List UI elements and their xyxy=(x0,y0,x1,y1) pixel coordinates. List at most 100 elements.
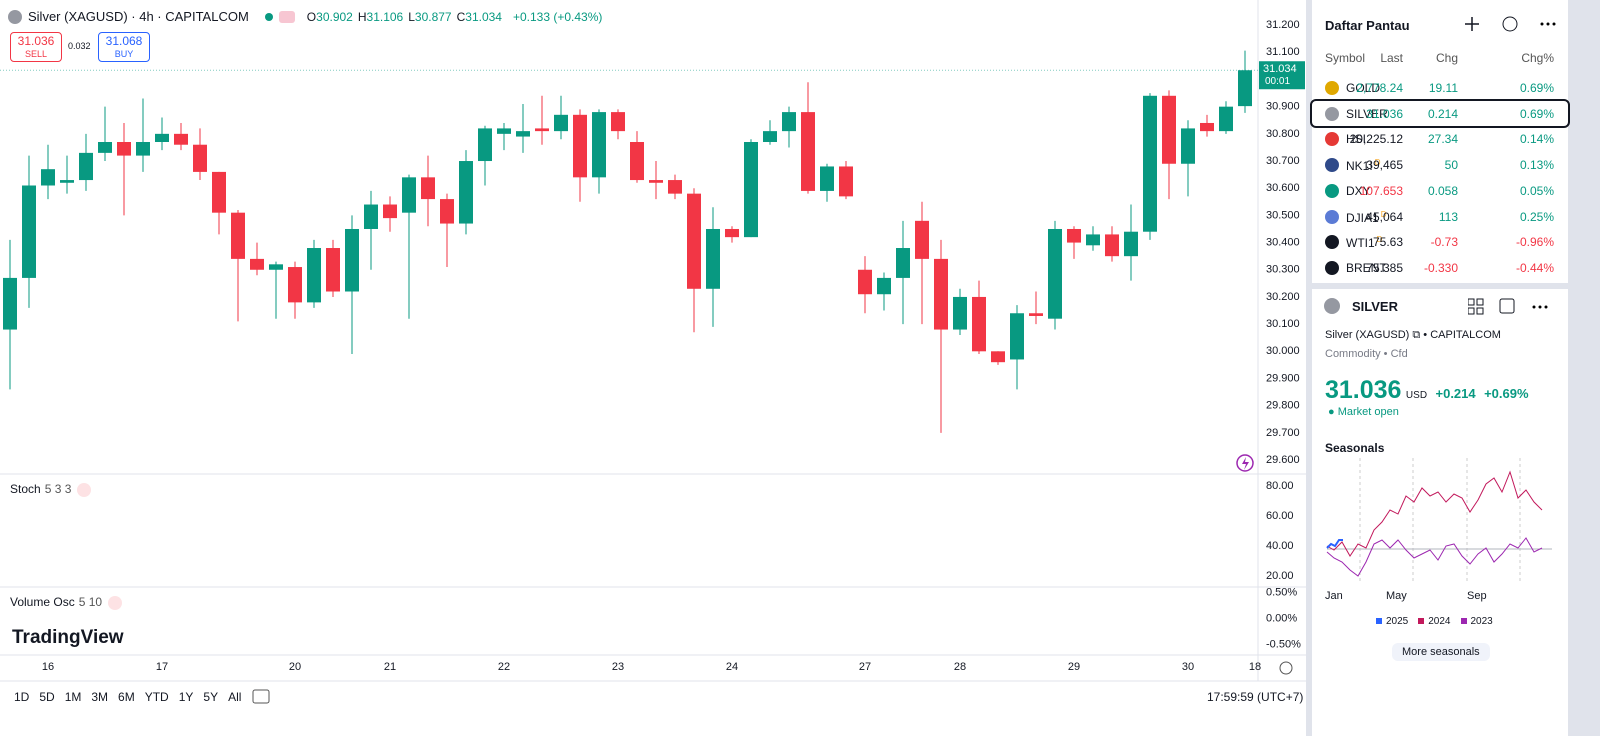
row-chg: 27.34 xyxy=(1427,132,1458,147)
range-button[interactable]: 1D xyxy=(14,690,30,704)
row-symbol-text: DJIA1 xyxy=(1346,210,1379,225)
alert-icon-bolt xyxy=(1242,457,1249,470)
row-symbol: NK1! D xyxy=(1346,158,1380,173)
more-icon xyxy=(1552,22,1556,26)
row-symbol: DXY xyxy=(1346,184,1371,198)
calendar-icon[interactable] xyxy=(252,689,270,704)
watchlist-row[interactable]: SILVER 31.036 0.214 0.69% xyxy=(1310,98,1570,128)
alert-icon[interactable] xyxy=(1236,454,1254,472)
range-button[interactable]: 5Y xyxy=(203,690,219,704)
season-legend-item: 2025 xyxy=(1376,616,1408,627)
chart-area: TradingView 31.20031.10031.00030.90030.8… xyxy=(0,0,1306,736)
edit-icon[interactable] xyxy=(1499,298,1515,314)
season-legend-swatch xyxy=(1376,618,1382,624)
pane-tick-label: -0.50% xyxy=(1266,639,1301,651)
detail-price: 31.036 xyxy=(1325,376,1402,404)
settings-icon[interactable] xyxy=(1279,661,1293,675)
x-tick-label: 27 xyxy=(859,661,871,673)
row-symbol: BRENT xyxy=(1346,261,1387,275)
watchlist-row[interactable]: WTI1 D 75.63 -0.73 -0.96% xyxy=(1312,229,1568,254)
candle-body xyxy=(934,258,948,330)
watchlist-row[interactable]: HSI 20,225.12 27.34 0.14% xyxy=(1312,126,1568,151)
price-tag-value: 31.034 xyxy=(1263,63,1297,75)
candle-body xyxy=(915,220,929,259)
range-button[interactable]: 3M xyxy=(91,690,109,704)
range-button[interactable]: 6M xyxy=(118,690,135,704)
y-tick-label: 30.500 xyxy=(1266,209,1300,221)
candle-body xyxy=(516,131,530,137)
change: +0.133 (+0.43%) xyxy=(512,9,603,24)
row-symbol: HSI xyxy=(1346,132,1366,146)
ohlc-key: L xyxy=(408,9,415,24)
symbol-title: Silver (XAGUSD) · 4h · CAPITALCOM xyxy=(28,9,249,24)
row-last: 75.63 xyxy=(1372,235,1403,250)
row-flag: D xyxy=(1376,235,1383,245)
range-button[interactable]: 1M xyxy=(64,690,82,704)
range-button[interactable]: 5D xyxy=(39,690,55,704)
candle-body xyxy=(801,112,815,191)
candle-body xyxy=(1086,234,1100,246)
candle-body xyxy=(1124,231,1138,257)
row-symbol-text: GOLD xyxy=(1346,81,1381,95)
more-icon xyxy=(1538,305,1542,309)
add-icon[interactable] xyxy=(1465,17,1479,31)
more-seasonals[interactable]: More seasonals xyxy=(1392,643,1490,661)
candle-body xyxy=(478,128,492,162)
range-button[interactable]: 1Y xyxy=(178,690,194,704)
delay-badge xyxy=(278,10,295,23)
season-line-2023 xyxy=(1326,537,1543,577)
row-symbol-text: DXY xyxy=(1346,183,1371,198)
more-icon[interactable] xyxy=(1540,22,1544,26)
watchlist-title[interactable]: Daftar Pantau xyxy=(1325,18,1410,33)
market-status: ● Market open xyxy=(1328,406,1399,418)
detail-name: Silver (XAGUSD) xyxy=(1325,329,1410,341)
candle-body xyxy=(79,152,93,181)
row-flag: D xyxy=(1380,209,1387,219)
watchlist-row[interactable]: DJIA1 D 45,064 113 0.25% xyxy=(1312,204,1568,229)
candle-body xyxy=(136,142,150,156)
row-last: 75.385 xyxy=(1366,260,1403,275)
candle-body xyxy=(725,228,739,238)
detail-icons xyxy=(1468,298,1548,315)
pane-tick-label: 0.50% xyxy=(1266,586,1297,598)
pane-name: Stoch xyxy=(10,482,41,496)
watchlist-row[interactable]: GOLD 2,778.24 19.11 0.69% xyxy=(1312,75,1568,100)
season-month: May xyxy=(1386,590,1407,602)
sell-label: SELL xyxy=(24,49,48,59)
candle-body xyxy=(383,204,397,219)
y-tick-label: 31.100 xyxy=(1266,46,1300,58)
buy-button[interactable]: 31.068 BUY xyxy=(98,32,150,62)
candle-body xyxy=(668,180,682,194)
watchlist-row[interactable]: BRENT 75.385 -0.330 -0.44% xyxy=(1312,255,1568,280)
watchlist-row[interactable]: DXY 107.653 0.058 0.05% xyxy=(1312,178,1568,203)
detail-category: Commodity xyxy=(1325,348,1381,360)
season-month: Jan xyxy=(1325,590,1343,602)
row-last: 39,465 xyxy=(1366,158,1403,173)
candle-body xyxy=(1219,106,1233,132)
candle-body xyxy=(155,133,169,143)
x-tick-label: 18 xyxy=(1249,661,1261,673)
watchlist-row[interactable]: NK1! D 39,465 50 0.13% xyxy=(1312,152,1568,177)
season-legend-item: 2024 xyxy=(1418,616,1451,627)
range-button[interactable]: All xyxy=(228,690,242,704)
detail-category-line: Commodity • Cfd xyxy=(1325,348,1408,360)
row-chg: 0.058 xyxy=(1427,183,1458,198)
column-header: Chg% xyxy=(1521,51,1554,65)
pane-warning[interactable] xyxy=(108,595,123,610)
grid-icon[interactable] xyxy=(1468,298,1475,306)
candle-body xyxy=(288,267,302,303)
ohlc-value: 30.877 xyxy=(414,9,452,24)
range-button[interactable]: YTD xyxy=(144,690,169,704)
candle-body xyxy=(117,142,131,156)
chart-icon[interactable] xyxy=(1502,16,1518,32)
more-icon[interactable] xyxy=(1532,305,1536,309)
candle-body xyxy=(1200,122,1214,132)
legend-header: Silver (XAGUSD) · 4h · CAPITALCOM O30.90… xyxy=(8,9,602,24)
pane-warning[interactable] xyxy=(77,482,92,497)
detail-name-line: Silver (XAGUSD) ⧉ • CAPITALCOM xyxy=(1325,329,1501,341)
row-chg-pct: 0.13% xyxy=(1519,158,1554,173)
candle-body xyxy=(60,180,74,183)
detail-currency: USD xyxy=(1405,390,1428,401)
sell-button[interactable]: 31.036 SELL xyxy=(10,32,62,62)
